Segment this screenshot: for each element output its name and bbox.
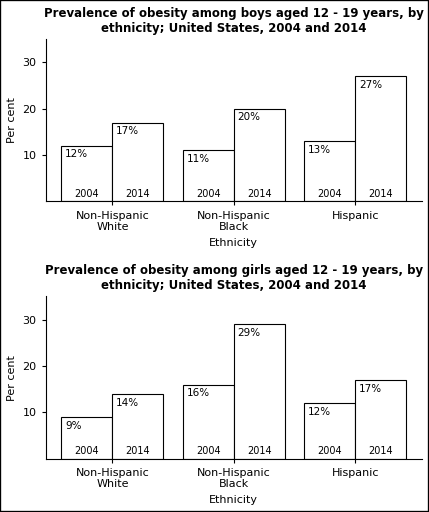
- Text: 2014: 2014: [369, 189, 393, 199]
- Text: 12%: 12%: [308, 407, 331, 417]
- X-axis label: Ethnicity: Ethnicity: [209, 238, 258, 248]
- Bar: [61, 146, 112, 202]
- Text: 2014: 2014: [247, 446, 272, 456]
- Bar: [234, 324, 285, 459]
- Text: 11%: 11%: [187, 154, 210, 164]
- Text: 14%: 14%: [116, 397, 139, 408]
- Text: 2014: 2014: [369, 446, 393, 456]
- Text: 20%: 20%: [238, 112, 260, 122]
- Text: 13%: 13%: [308, 145, 331, 155]
- Y-axis label: Per cent: Per cent: [7, 97, 17, 143]
- Bar: [234, 109, 285, 202]
- Text: 2014: 2014: [126, 446, 150, 456]
- Text: 2004: 2004: [196, 446, 221, 456]
- Text: 2004: 2004: [196, 189, 221, 199]
- Text: 17%: 17%: [116, 126, 139, 136]
- Bar: [304, 403, 355, 459]
- Text: 2004: 2004: [75, 189, 99, 199]
- Text: 12%: 12%: [65, 150, 88, 159]
- Bar: [304, 141, 355, 202]
- Bar: [112, 394, 163, 459]
- Text: 2004: 2004: [75, 446, 99, 456]
- Bar: [183, 385, 234, 459]
- Y-axis label: Per cent: Per cent: [7, 355, 17, 400]
- Text: 2014: 2014: [126, 189, 150, 199]
- Bar: [355, 76, 406, 202]
- Bar: [112, 122, 163, 202]
- Bar: [61, 417, 112, 459]
- Title: Prevalence of obesity among girls aged 12 - 19 years, by
ethnicity; United State: Prevalence of obesity among girls aged 1…: [45, 264, 423, 292]
- Text: 16%: 16%: [187, 388, 210, 398]
- Title: Prevalence of obesity among boys aged 12 - 19 years, by
ethnicity; United States: Prevalence of obesity among boys aged 12…: [44, 7, 424, 35]
- Text: 17%: 17%: [359, 383, 382, 394]
- Text: 2004: 2004: [317, 189, 342, 199]
- X-axis label: Ethnicity: Ethnicity: [209, 495, 258, 505]
- Text: 29%: 29%: [238, 328, 261, 338]
- Text: 2014: 2014: [247, 189, 272, 199]
- Bar: [355, 380, 406, 459]
- Text: 27%: 27%: [359, 80, 382, 90]
- Text: 2004: 2004: [317, 446, 342, 456]
- Bar: [183, 151, 234, 202]
- Text: 9%: 9%: [65, 421, 82, 431]
